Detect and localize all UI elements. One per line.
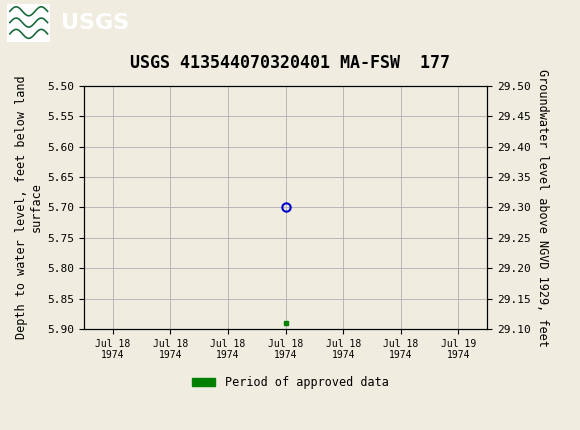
Text: USGS: USGS xyxy=(61,12,129,33)
Bar xyxy=(7,3,50,42)
Y-axis label: Depth to water level, feet below land
surface: Depth to water level, feet below land su… xyxy=(15,76,44,339)
Legend: Period of approved data: Period of approved data xyxy=(187,372,393,394)
Y-axis label: Groundwater level above NGVD 1929, feet: Groundwater level above NGVD 1929, feet xyxy=(536,68,549,347)
Text: USGS 413544070320401 MA-FSW  177: USGS 413544070320401 MA-FSW 177 xyxy=(130,54,450,72)
